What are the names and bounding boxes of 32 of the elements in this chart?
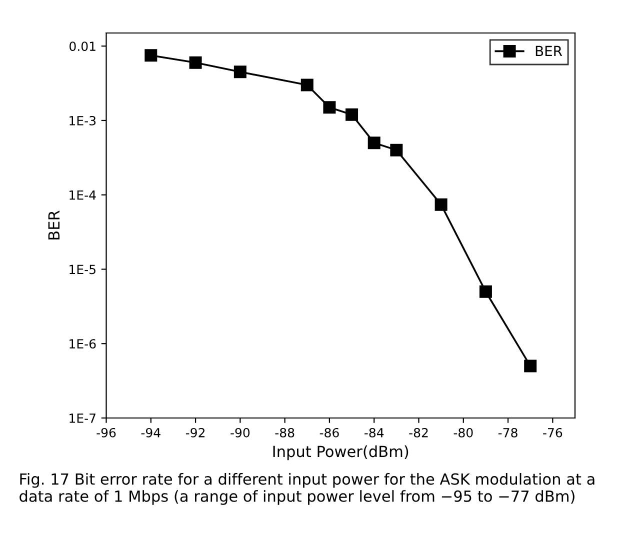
y-tick-label: 0.01 <box>70 42 96 52</box>
point <box>144 49 158 62</box>
point <box>323 101 336 114</box>
y-axis-title: BER <box>48 210 60 240</box>
point <box>434 198 448 211</box>
x-tick-label: -78 <box>498 428 518 438</box>
y-tick-label: 1E-4 <box>70 190 96 200</box>
point <box>524 360 537 372</box>
point <box>189 56 202 69</box>
point <box>390 144 403 156</box>
point <box>234 66 246 78</box>
x-tick-label: -88 <box>275 428 294 438</box>
x-tick-label: -96 <box>96 428 116 438</box>
x-tick-label: -92 <box>186 428 204 438</box>
y-tick-label: 1E-5 <box>70 264 96 274</box>
point <box>346 108 358 121</box>
point <box>368 136 380 150</box>
x-tick-label: -94 <box>141 428 160 438</box>
x-axis-title: Input Power(dBm) <box>273 445 408 460</box>
x-tick-label: -90 <box>230 428 250 438</box>
x-tick-label: -82 <box>409 428 428 438</box>
y-tick-label: 1E-7 <box>70 414 96 423</box>
legend-label: BER <box>536 46 562 56</box>
point <box>300 78 314 92</box>
y-tick-label: 1E-3 <box>70 116 96 126</box>
x-tick-label: -84 <box>364 428 384 438</box>
x-tick-label: -76 <box>543 428 562 438</box>
x-tick-label: -86 <box>320 428 339 438</box>
y-tick-label: 1E-6 <box>70 339 96 349</box>
caption: Fig. 17 Bit error rate for a different input power for the ASK modulation at a data rate of 1 Mbps (a range of input power level from −95 to −77 dBm) <box>20 473 594 505</box>
point <box>479 285 492 298</box>
x-tick-label: -80 <box>454 428 473 438</box>
